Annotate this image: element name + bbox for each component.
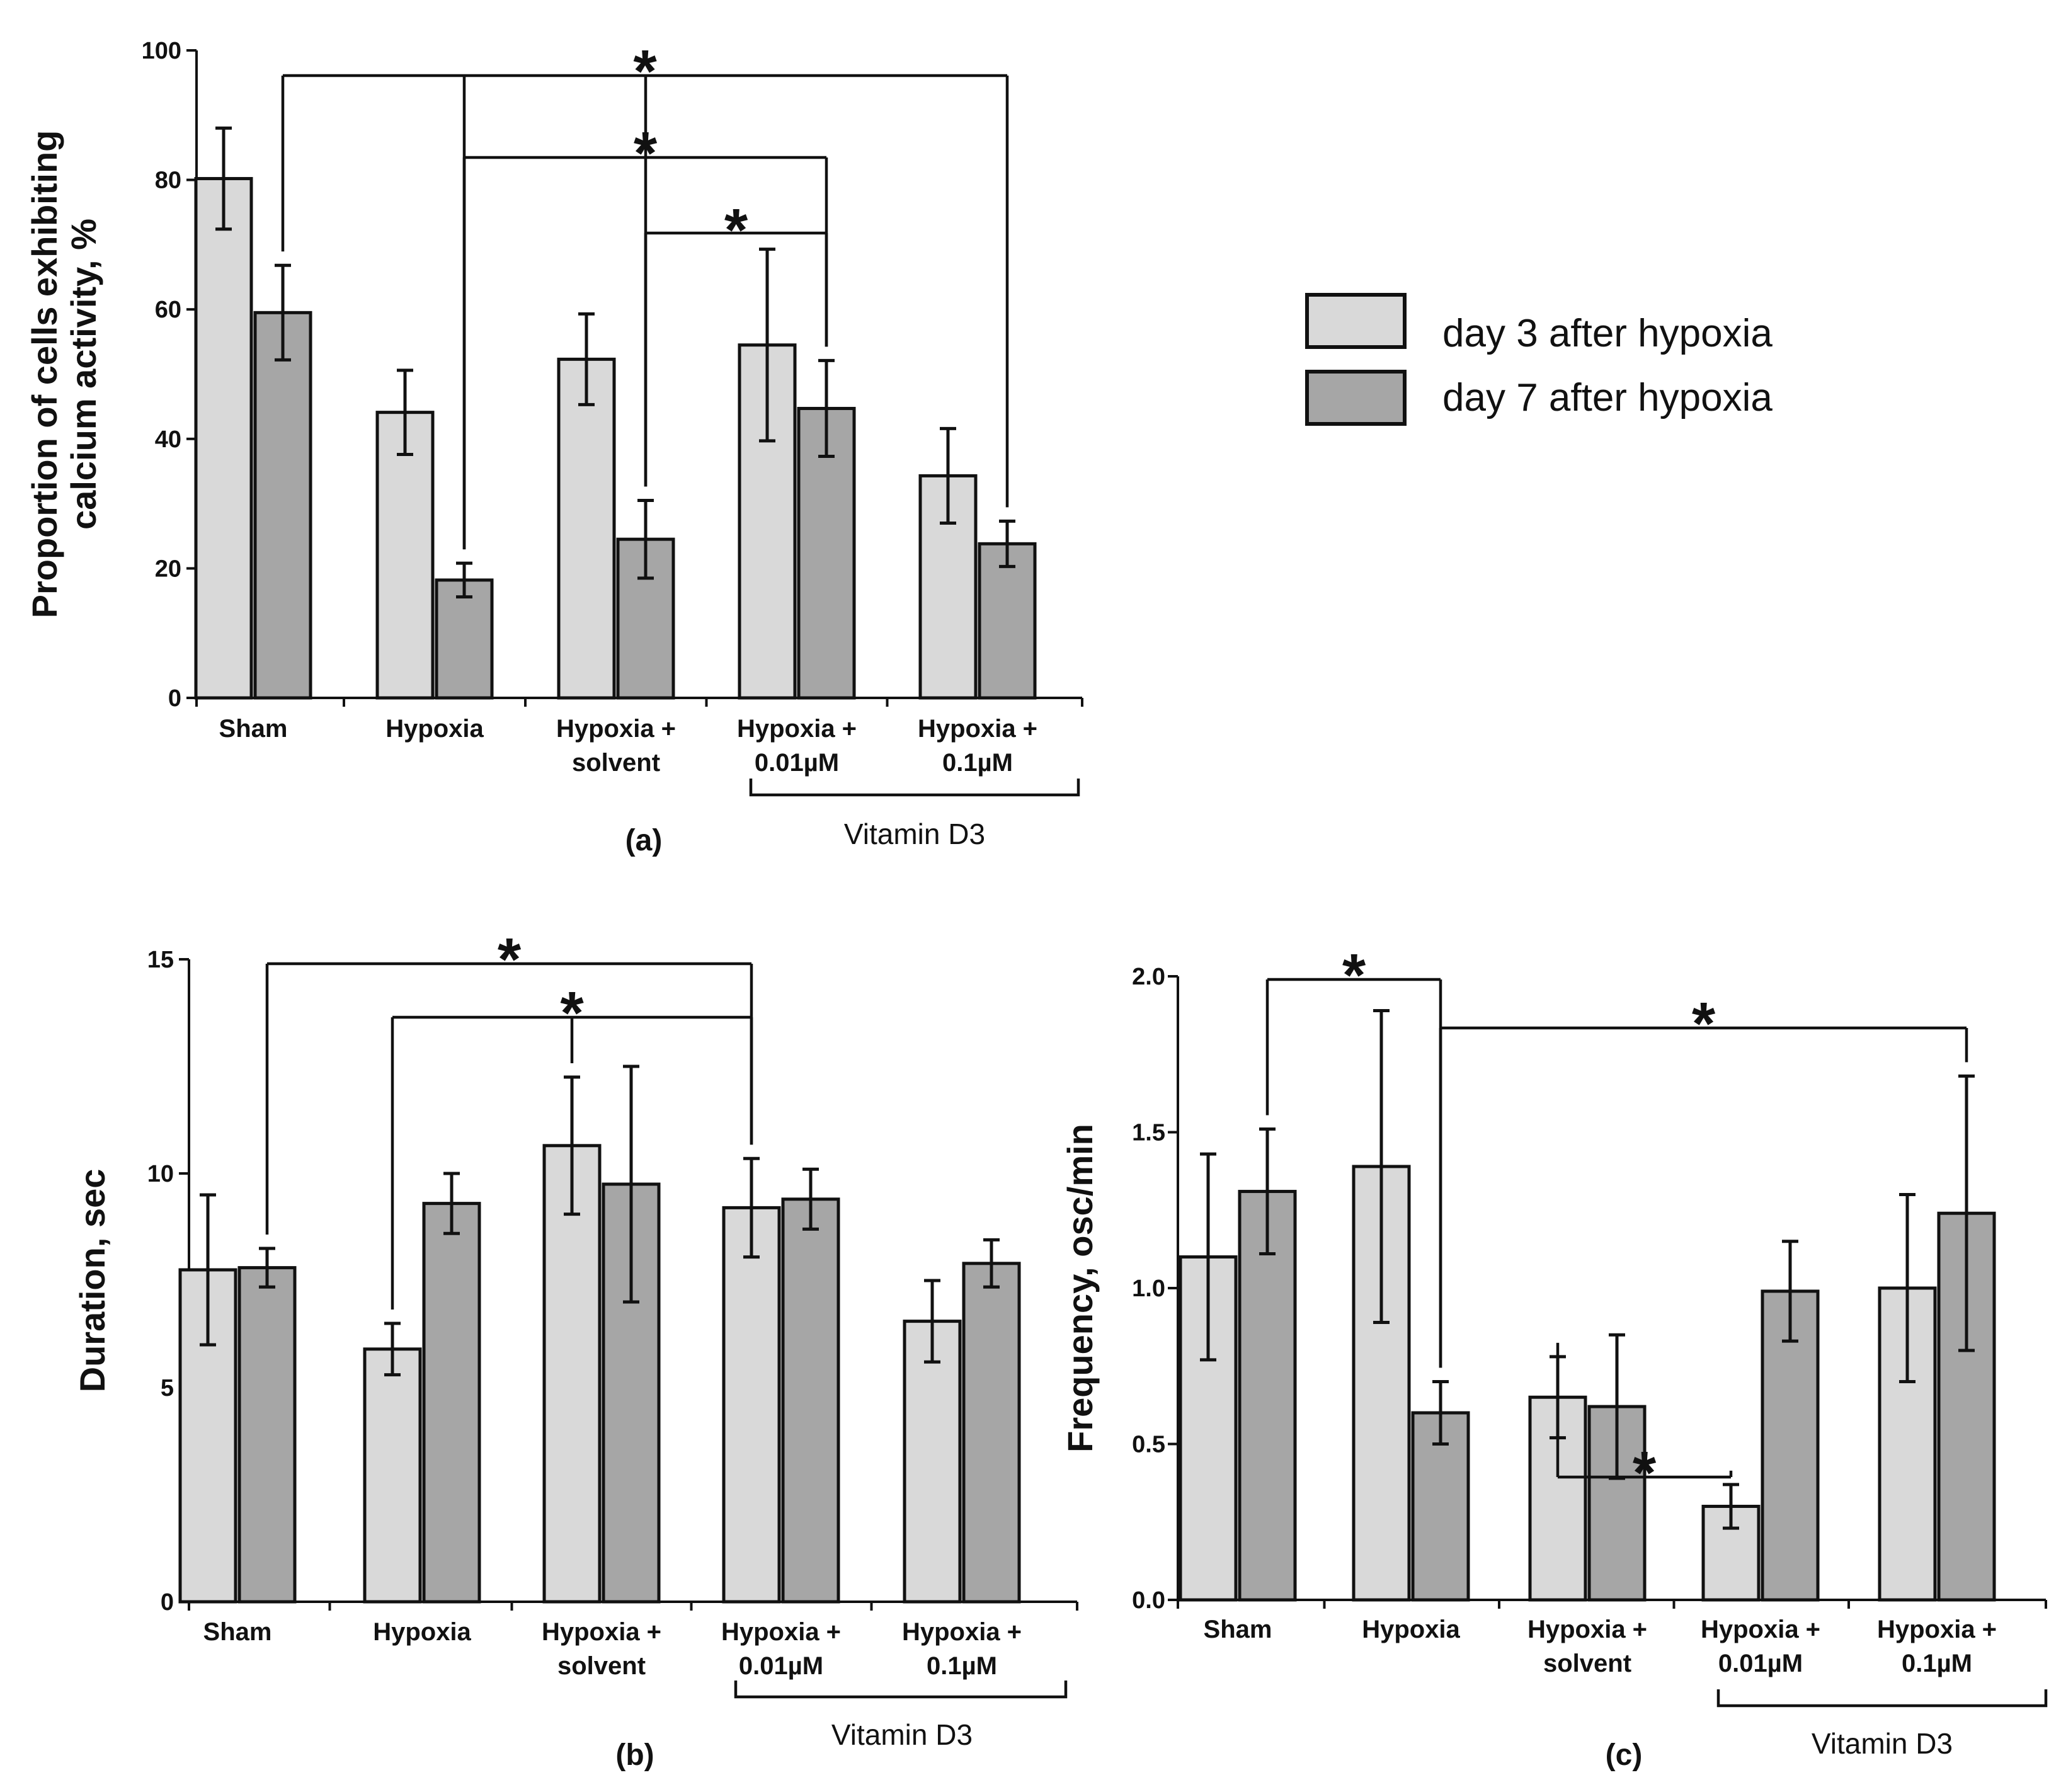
y-tick-label: 15	[147, 947, 174, 973]
y-tick-label: 5	[161, 1375, 174, 1401]
significance-star: *	[724, 197, 748, 264]
y-axis-label: Duration, sec	[72, 1169, 112, 1393]
y-axis-label-line: Frequency, osc/min	[1060, 1124, 1100, 1452]
y-tick-label: 80	[155, 168, 181, 194]
x-category-label: 0.01µM	[739, 1652, 823, 1680]
significance-star: *	[560, 979, 584, 1047]
x-category-label: solvent	[557, 1652, 646, 1680]
bar-day3	[194, 177, 253, 700]
bar-day7	[422, 1202, 481, 1604]
bar-day3	[722, 1206, 781, 1604]
legend: day 3 after hypoxia day 7 after hypoxia	[1305, 293, 1773, 426]
x-category-label: Sham	[203, 1618, 272, 1646]
significance-star: *	[1633, 1439, 1657, 1507]
bar-day3	[903, 1320, 962, 1604]
x-category-label: Hypoxia +	[1877, 1616, 1997, 1643]
bar-day3	[542, 1144, 602, 1604]
bar-day7	[978, 542, 1037, 700]
y-tick-label: 10	[147, 1161, 174, 1187]
y-tick-label: 40	[155, 426, 181, 453]
vitamin-d3-label: Vitamin D3	[831, 1718, 973, 1751]
bar-day3	[557, 357, 616, 700]
bar-day7	[237, 1266, 297, 1604]
y-tick-label: 100	[142, 38, 181, 64]
chart-panel-a: Proportion of cells exhibitingcalcium ac…	[25, 38, 1083, 857]
x-category-label: Hypoxia	[373, 1618, 471, 1646]
vitamin-d3-bracket	[1716, 1689, 2048, 1708]
x-category-label: 0.1µM	[927, 1652, 997, 1680]
x-category-label: Hypoxia +	[902, 1618, 1022, 1646]
significance-star: *	[633, 38, 657, 105]
chart-panel-c: Frequency, osc/min 0.0 0.5 1.0 1.5 2.0 Sham Hyp…	[1060, 942, 2048, 1772]
legend-label-day3: day 3 after hypoxia	[1442, 312, 1773, 355]
legend-swatch-day3	[1305, 293, 1407, 349]
y-axis-label-line: Proportion of cells exhibiting	[25, 130, 64, 619]
vitamin-d3-bracket	[749, 779, 1080, 797]
legend-label-day7: day 7 after hypoxia	[1442, 376, 1773, 419]
y-tick-label: 0.0	[1132, 1587, 1165, 1614]
bar-day7	[962, 1262, 1021, 1604]
y-tick-label: 2.0	[1132, 964, 1165, 990]
significance-star: *	[1342, 942, 1366, 1009]
vitamin-d3-label: Vitamin D3	[1812, 1727, 1953, 1760]
bar-day3	[363, 1347, 422, 1604]
x-category-label: Sham	[219, 715, 288, 743]
panel-label: (b)	[615, 1738, 654, 1772]
x-category-label: Hypoxia +	[918, 715, 1037, 743]
bar-day7	[435, 578, 494, 700]
x-category-label: Hypoxia +	[556, 715, 676, 743]
y-tick-label: 0	[168, 685, 181, 712]
x-category-label: 0.1µM	[942, 749, 1013, 777]
x-category-label: Hypoxia +	[721, 1618, 841, 1646]
chart-panel-b: Duration, sec 0 5 10 15 Sham Hypoxia Hypoxia + s…	[72, 926, 1078, 1772]
significance-star: *	[634, 120, 658, 187]
panel-label: (a)	[625, 824, 663, 857]
significance-star: *	[1692, 990, 1716, 1058]
x-category-label: Hypoxia +	[542, 1618, 661, 1646]
x-category-label: solvent	[572, 749, 660, 777]
x-category-label: 0.01µM	[1718, 1650, 1803, 1677]
bar-day3	[375, 411, 435, 700]
vitamin-d3-label: Vitamin D3	[844, 818, 985, 850]
y-axis-label: Proportion of cells exhibitingcalcium ac…	[25, 130, 103, 619]
significance-star: *	[498, 926, 522, 993]
x-category-label: 0.01µM	[755, 749, 839, 777]
bar-day7	[253, 311, 312, 700]
x-category-label: Hypoxia +	[1527, 1616, 1647, 1643]
y-axis-label-line: Duration, sec	[72, 1169, 112, 1393]
bar-day7	[781, 1197, 840, 1604]
x-category-label: 0.1µM	[1902, 1650, 1972, 1677]
vitamin-d3-bracket	[734, 1681, 1068, 1699]
x-category-label: Hypoxia	[385, 715, 484, 743]
y-tick-label: 0	[161, 1589, 174, 1616]
panel-label: (c)	[1606, 1738, 1643, 1772]
x-category-label: Hypoxia	[1362, 1616, 1460, 1643]
y-tick-label: 0.5	[1132, 1432, 1165, 1458]
y-axis-label: Frequency, osc/min	[1060, 1124, 1100, 1452]
y-axis-label-line: calcium activity, %	[64, 219, 103, 530]
bar-day3	[918, 474, 978, 700]
y-tick-label: 20	[155, 556, 181, 582]
legend-swatch-day7	[1305, 370, 1407, 426]
y-tick-label: 1.5	[1132, 1120, 1165, 1146]
x-category-label: Hypoxia +	[737, 715, 857, 743]
x-category-label: Hypoxia +	[1701, 1616, 1820, 1643]
y-tick-label: 60	[155, 297, 181, 323]
x-category-label: solvent	[1543, 1650, 1631, 1677]
y-tick-label: 1.0	[1132, 1276, 1165, 1302]
x-category-label: Sham	[1204, 1616, 1272, 1643]
